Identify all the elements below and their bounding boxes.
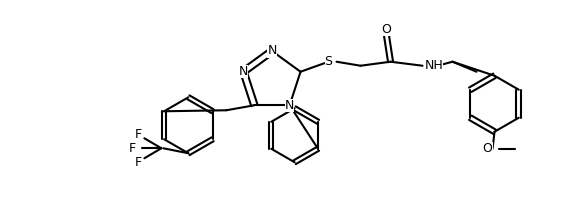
Text: F: F — [129, 142, 136, 155]
Text: NH: NH — [425, 59, 443, 72]
Text: N: N — [239, 65, 248, 78]
Text: O: O — [381, 23, 391, 36]
Text: F: F — [135, 156, 142, 169]
Text: S: S — [325, 55, 332, 68]
Text: N: N — [285, 99, 294, 112]
Text: N: N — [267, 44, 277, 57]
Text: O: O — [482, 142, 492, 155]
Text: F: F — [135, 128, 142, 141]
